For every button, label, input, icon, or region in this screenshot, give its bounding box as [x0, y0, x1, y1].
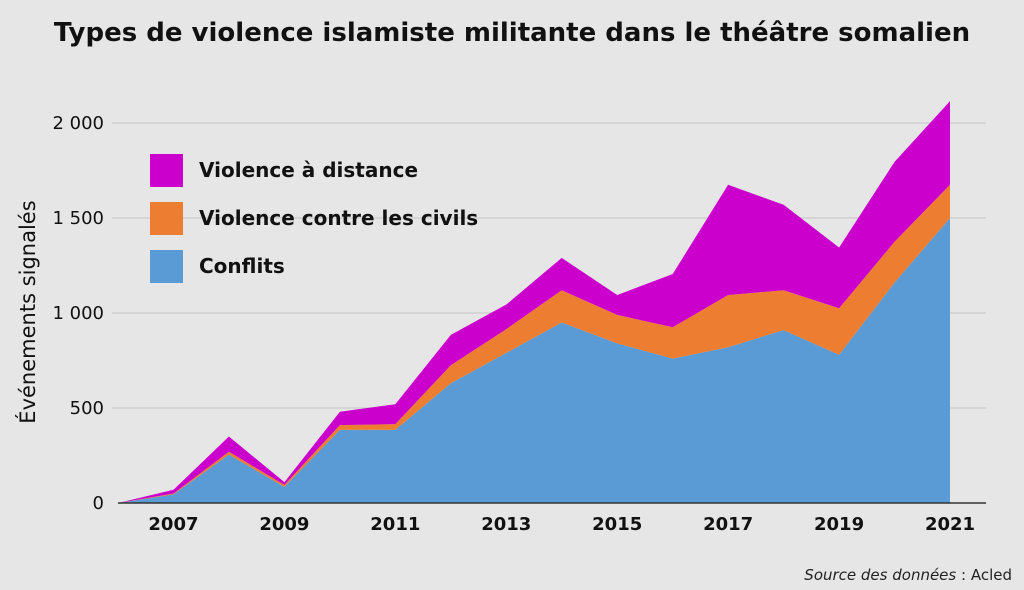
legend-swatch [150, 250, 183, 283]
x-tick-label: 2011 [370, 514, 420, 535]
chart-title: Types de violence islamiste militante da… [53, 18, 971, 48]
area-series [118, 101, 950, 504]
legend-label: Violence contre les civils [199, 206, 478, 230]
x-tick-label: 2021 [925, 514, 975, 535]
y-tick-label: 1 500 [52, 208, 104, 229]
legend-swatch [150, 202, 183, 235]
x-tick-label: 2017 [703, 514, 753, 535]
source-separator: : [956, 566, 971, 584]
source-note: Source des données : Acled [804, 566, 1012, 584]
x-tick-label: 2019 [814, 514, 864, 535]
x-tick-label: 2013 [481, 514, 531, 535]
area-violence-distance [118, 101, 950, 503]
area-conflits [118, 218, 950, 503]
y-tick-label: 2 000 [52, 113, 104, 134]
y-tick-label: 0 [93, 493, 104, 514]
legend: Violence à distance Violence contre les c… [150, 154, 478, 283]
y-tick-label: 500 [70, 398, 104, 419]
legend-swatch [150, 154, 183, 187]
source-name: Acled [970, 566, 1012, 584]
legend-label: Conflits [199, 254, 285, 278]
legend-label: Violence à distance [199, 158, 418, 182]
y-tick-label: 1 000 [52, 303, 104, 324]
x-tick-label: 2009 [259, 514, 309, 535]
axes: 0 500 1 000 1 500 2 000 2007 2009 2011 2013 2015 2… [52, 113, 986, 535]
source-prefix: Source des données [804, 566, 957, 584]
x-tick-label: 2007 [148, 514, 198, 535]
x-tick-label: 2015 [592, 514, 642, 535]
